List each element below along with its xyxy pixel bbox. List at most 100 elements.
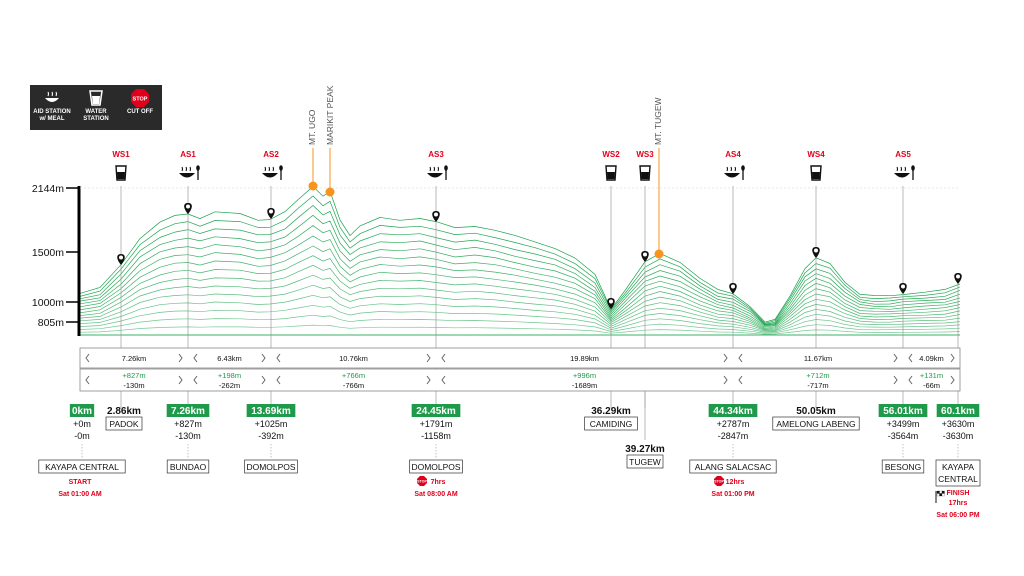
checkpoint-km: 0km (72, 406, 92, 417)
chevron-icon (950, 375, 955, 385)
peak-label: MT. TUGEW (653, 97, 663, 145)
checkpoint-name: DOMOLPOS (411, 462, 460, 472)
elevation-profile-lines (79, 186, 961, 336)
checkpoint-loss: -3630m (943, 431, 974, 441)
legend-aid-label: AID STATION w/ MEAL (33, 109, 71, 122)
finish-label: FINISH (947, 490, 970, 497)
checkpoint-name-box (105, 416, 143, 431)
checkpoint-gain: +0m (73, 419, 91, 429)
stop-sign-icon: STOP (131, 89, 149, 107)
chevron-icon (441, 375, 446, 385)
profile-line (79, 294, 961, 332)
start-label: START (69, 479, 93, 486)
station-code-label: AS4 (725, 150, 741, 159)
y-axis-label: 1000m (32, 297, 64, 309)
segment-gain: +766m (342, 371, 365, 380)
flag-square (939, 493, 943, 497)
station-markers: WS1 AS1 AS2 AS3 WS2 WS3 AS4 WS4 AS5 (112, 150, 962, 309)
cup-outline (639, 165, 651, 181)
checkpoint-km: 39.27km (625, 444, 665, 455)
chevron-icon (738, 375, 743, 385)
segment-distance: 6.43km (217, 354, 242, 363)
aid-station-icon (43, 89, 61, 107)
segment-gain: +827m (122, 371, 145, 380)
checkpoint-name: BUNDAO (170, 462, 207, 472)
legend-cut-off: STOP CUT OFF (119, 89, 161, 116)
aid-station-icon (724, 165, 745, 180)
checkpoint-name-box (409, 459, 463, 474)
station-pin (607, 298, 615, 309)
steam-lines (264, 166, 274, 172)
cup-water (607, 172, 615, 179)
stop-sign-icon: STOP (417, 476, 427, 486)
checkpoint-name: PADOK (109, 419, 138, 429)
steam-lines (429, 166, 439, 172)
cup-outline (810, 165, 822, 181)
checkpoint-name-box (772, 416, 860, 431)
checkpoint-km: 36.29km (591, 406, 631, 417)
segment-loss: -766m (343, 381, 364, 390)
aid-station-icon (427, 165, 448, 180)
station-pin (267, 208, 275, 219)
station-code-label: AS1 (180, 150, 196, 159)
station-code-label: WS3 (636, 150, 654, 159)
chevron-icon (276, 375, 281, 385)
checkpoint-name: DOMOLPOS (246, 462, 295, 472)
finish-pin (954, 273, 962, 284)
cutoff-hours: 12hrs (726, 479, 745, 486)
checkpoint-km: 56.01km (883, 406, 923, 417)
profile-line (79, 314, 961, 334)
segment-loss: -717m (807, 381, 828, 390)
distance-bar (79, 347, 961, 369)
water-cup-icon (115, 165, 127, 181)
checkpoint-name: TUGEW (629, 457, 661, 467)
water-cup-icon (87, 89, 105, 107)
profile-line (79, 195, 961, 324)
km-badge (166, 404, 210, 417)
bowl-shape (262, 173, 278, 178)
pin-hole (269, 209, 273, 214)
spoon-head (444, 165, 448, 171)
checkpoint-loss: -3564m (888, 431, 919, 441)
checkpoint-name-box (166, 459, 210, 474)
segment-gain: +198m (218, 371, 241, 380)
checkpoint-gain: +1025m (255, 419, 288, 429)
bowl-shape (724, 173, 740, 178)
segment-loss: -262m (219, 381, 240, 390)
checkpoint-km: 13.69km (251, 406, 291, 417)
stop-text: STOP (714, 480, 724, 484)
cutoff-time: Sat 01:00 AM (58, 491, 101, 498)
elevation-bar (79, 368, 961, 392)
svg-text:STOP: STOP (133, 97, 148, 103)
checkpoint-name-box (626, 454, 664, 469)
chevron-icon (85, 375, 90, 385)
legend-water-label: WATER STATION (83, 109, 109, 122)
aid-station-icon (894, 165, 915, 180)
chevron-icon (738, 353, 743, 363)
checkpoint-gain: +3499m (887, 419, 920, 429)
as1-pin (184, 203, 192, 214)
segment-distance: 10.76km (339, 354, 368, 363)
checkpoint-name: CAMIDING (590, 419, 633, 429)
station-pin (812, 247, 820, 258)
chevron-icon (723, 375, 728, 385)
aid-station-icon (179, 165, 200, 180)
station-pin (729, 283, 737, 294)
checkpoint-loss: -2847m (718, 431, 749, 441)
checkpoint-gain: +827m (174, 419, 202, 429)
segment-loss: -130m (123, 381, 144, 390)
checkpoint-name: AMELONG LABENG (776, 419, 855, 429)
km-badge (878, 404, 928, 417)
km-badge (411, 404, 461, 417)
chevron-icon (950, 353, 955, 363)
segment-loss: -66m (923, 381, 940, 390)
stop-sign-icon: STOP (714, 476, 724, 486)
station-code-label: AS3 (428, 150, 444, 159)
flag-square (936, 493, 940, 497)
chevron-icon (426, 375, 431, 385)
pin-hole (731, 284, 735, 289)
checkpoint-name-box (244, 459, 298, 474)
checkpoint-km: 7.26km (171, 406, 205, 417)
chevron-icon (276, 353, 281, 363)
